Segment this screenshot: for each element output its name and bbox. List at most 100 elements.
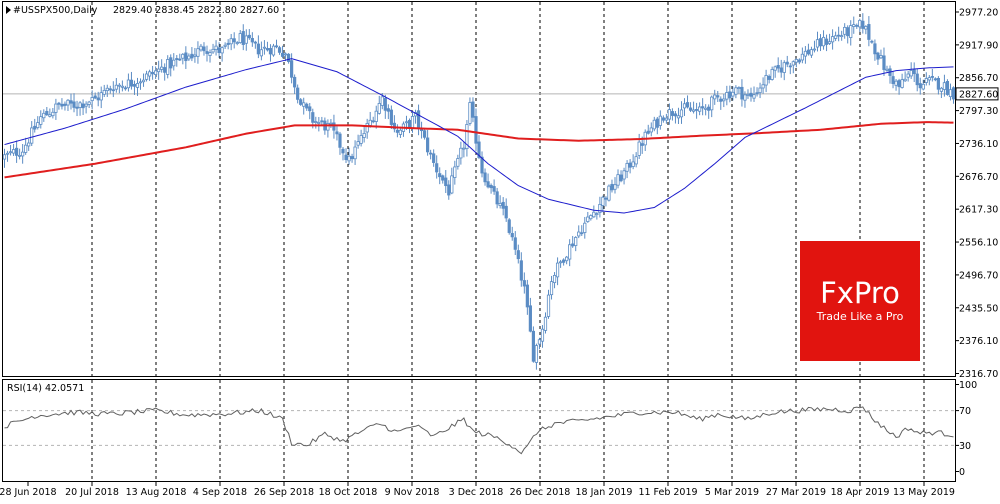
candle-body	[419, 129, 424, 132]
candle-body	[546, 294, 551, 317]
candle-body	[359, 135, 363, 144]
candle-body	[99, 92, 103, 101]
candle-body	[226, 42, 230, 45]
y-tick-label: 2435.50	[959, 303, 998, 314]
candle-body	[513, 237, 517, 250]
candle-body	[915, 73, 919, 86]
candle-body	[516, 250, 520, 260]
candle-body	[580, 232, 584, 235]
candle-body	[894, 80, 898, 86]
candle-body	[416, 110, 421, 128]
candle-body	[293, 76, 297, 88]
candle-body	[72, 101, 76, 108]
candle-body	[815, 39, 820, 48]
candle-body	[679, 109, 684, 118]
candle-body	[389, 109, 393, 125]
candle-body	[510, 233, 514, 238]
candle-body	[102, 89, 106, 95]
x-tick-label: 18 Oct 2018	[319, 487, 378, 498]
candle-body	[631, 161, 635, 167]
y-tick-label: 2376.10	[959, 336, 998, 347]
candle-body	[776, 65, 780, 69]
candle-body	[501, 201, 505, 209]
y-tick-label: 2496.70	[959, 270, 998, 281]
candle-body	[262, 46, 267, 49]
candle-body	[791, 61, 795, 66]
candle-body	[555, 262, 560, 278]
candle-body	[114, 84, 118, 90]
candle-body	[655, 118, 659, 128]
candle-body	[344, 154, 348, 160]
candle-body	[903, 78, 907, 82]
candle-body	[426, 137, 430, 153]
candle-body	[843, 26, 847, 35]
candle-body	[486, 181, 490, 188]
candle-body	[21, 151, 25, 157]
y-tick-label: 2556.10	[959, 238, 998, 249]
candle-body	[135, 83, 140, 88]
candle-body	[5, 152, 10, 155]
rsi-tick-label: 0	[959, 467, 965, 478]
candle-body	[861, 20, 865, 29]
candle-body	[634, 156, 638, 165]
header-arrow-icon	[6, 6, 11, 14]
candle-body	[274, 45, 279, 48]
candle-body	[48, 114, 52, 117]
candle-body	[271, 45, 276, 56]
candle-body	[852, 24, 856, 27]
candle-body	[320, 120, 324, 123]
x-tick-label: 3 Dec 2018	[449, 487, 504, 498]
candle-body	[537, 339, 542, 345]
candle-body	[770, 69, 774, 80]
candle-body	[722, 98, 726, 102]
candle-body	[773, 66, 777, 71]
candle-body	[429, 152, 433, 155]
candle-body	[93, 95, 97, 99]
candle-body	[534, 345, 539, 363]
candle-body	[664, 117, 668, 121]
candle-body	[223, 44, 227, 47]
candle-body	[637, 141, 641, 156]
candle-body	[589, 215, 593, 220]
candle-body	[290, 60, 294, 78]
candle-body	[111, 89, 115, 92]
candle-body	[565, 256, 569, 262]
candle-body	[885, 68, 889, 71]
candle-body	[695, 109, 699, 111]
candle-body	[202, 46, 206, 52]
candle-body	[377, 103, 381, 114]
candle-body	[141, 79, 146, 83]
candle-body	[57, 102, 61, 105]
candle-body	[719, 98, 723, 102]
candle-body	[707, 106, 711, 111]
candle-body	[332, 122, 336, 131]
candle-body	[172, 59, 176, 67]
candle-body	[105, 87, 109, 92]
candle-body	[126, 79, 131, 89]
candle-body	[646, 130, 650, 134]
candle-body	[247, 34, 251, 39]
candle-body	[169, 57, 173, 69]
candle-body	[441, 175, 445, 181]
candle-body	[314, 121, 318, 123]
candle-body	[317, 122, 321, 124]
candle-body	[906, 73, 910, 78]
fxpro-tagline-text: Trade Like a Pro	[816, 310, 904, 323]
candle-body	[492, 186, 496, 192]
candle-body	[54, 103, 58, 113]
candle-body	[764, 75, 768, 86]
candle-body	[187, 55, 191, 60]
candle-body	[383, 98, 387, 111]
candle-body	[767, 75, 771, 80]
candle-body	[63, 103, 67, 106]
candle-body	[725, 92, 729, 100]
candle-body	[311, 112, 315, 123]
candle-body	[824, 38, 829, 45]
candle-body	[625, 163, 629, 172]
candle-body	[873, 43, 877, 55]
candle-body	[876, 52, 880, 60]
candle-body	[241, 31, 245, 45]
x-tick-label: 11 Feb 2019	[638, 487, 697, 498]
candle-body	[123, 87, 127, 90]
